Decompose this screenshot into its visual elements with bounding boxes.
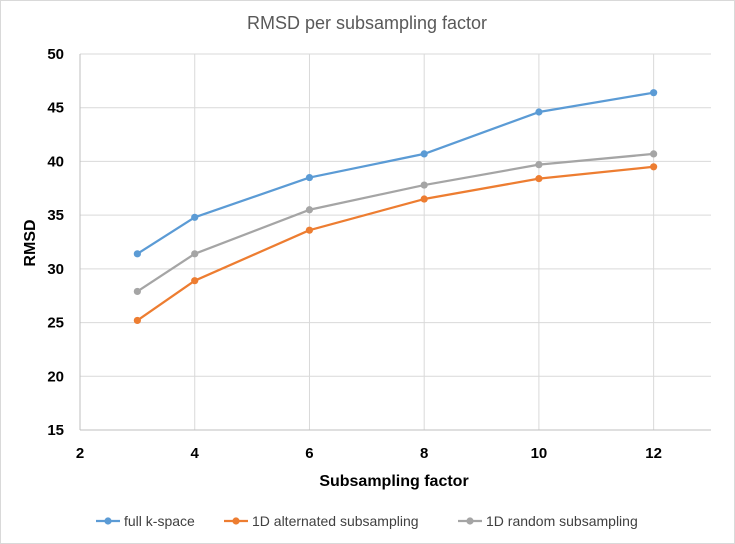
data-point [420,195,428,203]
data-point [535,161,543,169]
y-tick-label: 25 [47,315,64,332]
data-point [305,206,314,214]
series-line [136,152,654,293]
series-3 [133,150,658,296]
data-point [133,287,141,296]
x-tick-label: 4 [191,445,200,462]
legend-item: 1D random subsampling [458,513,638,529]
series-group [133,89,658,325]
y-axis-title: RMSD [22,219,39,266]
data-point [420,150,428,158]
y-tick-label: 40 [47,153,64,170]
data-point [133,250,141,258]
series-line [136,165,654,322]
x-tick-label: 8 [420,445,428,462]
data-point [191,250,199,258]
data-point [305,173,314,182]
data-point [191,213,199,221]
x-tick-labels: 2 4 6 8 10 12 [76,445,662,462]
chart-title: RMSD per subsampling factor [247,13,487,33]
x-tick-label: 2 [76,445,84,462]
data-point [305,226,314,234]
legend-point-marker [232,517,240,525]
legend: full k-space 1D alternated subsampling 1D … [96,513,638,529]
axes [79,54,711,431]
data-point [420,181,428,189]
gridlines [80,53,711,430]
legend-item: 1D alternated subsampling [224,513,419,529]
data-point [650,163,658,171]
x-tick-label: 10 [531,445,548,462]
y-tick-label: 45 [47,100,64,117]
series-line [136,91,654,255]
y-tick-label: 50 [47,46,64,63]
data-point [535,175,543,183]
y-tick-label: 35 [47,207,64,224]
y-tick-label: 20 [47,368,64,385]
data-point [650,89,658,97]
legend-label: full k-space [124,513,195,529]
legend-point-marker [104,517,112,525]
y-tick-labels: 15 20 25 30 35 40 45 50 [47,46,64,439]
x-tick-label: 12 [645,445,662,462]
x-axis-title: Subsampling factor [319,473,468,490]
series-2 [133,163,658,325]
data-point [650,150,658,158]
x-tick-label: 6 [305,445,313,462]
legend-label: 1D alternated subsampling [252,513,419,529]
data-point [133,316,141,325]
data-point [535,108,543,116]
y-tick-label: 30 [47,261,64,278]
y-tick-label: 15 [47,422,64,439]
legend-item: full k-space [96,513,195,529]
series-1 [133,89,658,258]
legend-label: 1D random subsampling [486,513,638,529]
data-point [191,277,199,285]
legend-point-marker [466,517,474,525]
